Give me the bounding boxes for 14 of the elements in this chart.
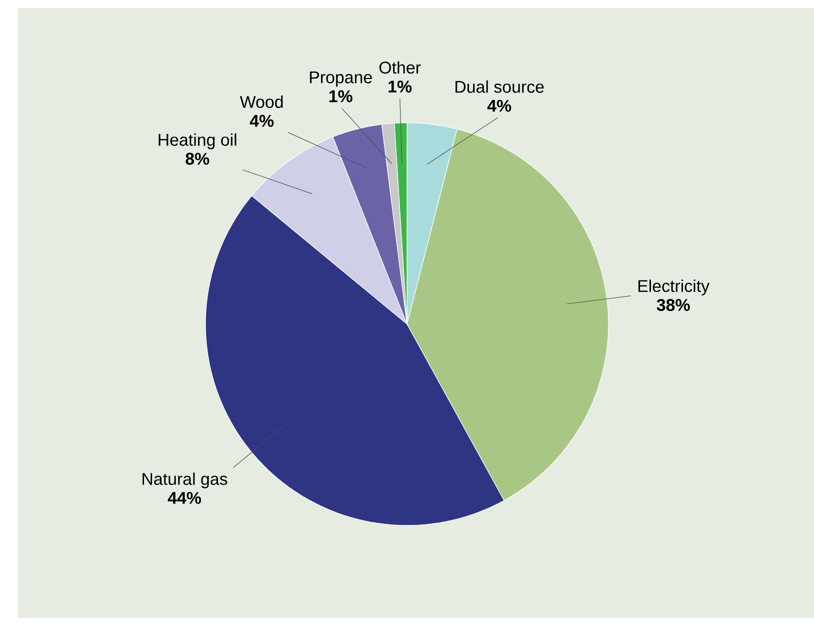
- slice-label: Propane: [310, 71, 372, 87]
- slice-label: Natural gas: [142, 472, 228, 488]
- slice-label: Dual source: [456, 80, 544, 93]
- data-label: 1%: [329, 90, 352, 102]
- data-label: 4%: [250, 114, 274, 127]
- slice-label: Wood: [240, 96, 283, 108]
- data-label: 8%: [186, 152, 210, 165]
- data-label: 44%: [168, 492, 202, 504]
- slice-label: Other: [379, 61, 421, 74]
- slice-label: Heating oil: [158, 133, 236, 150]
- slice-label: Electricity: [638, 280, 710, 296]
- data-label: 38%: [656, 298, 690, 311]
- data-label: 1%: [388, 80, 412, 93]
- data-label: 4%: [487, 100, 512, 112]
